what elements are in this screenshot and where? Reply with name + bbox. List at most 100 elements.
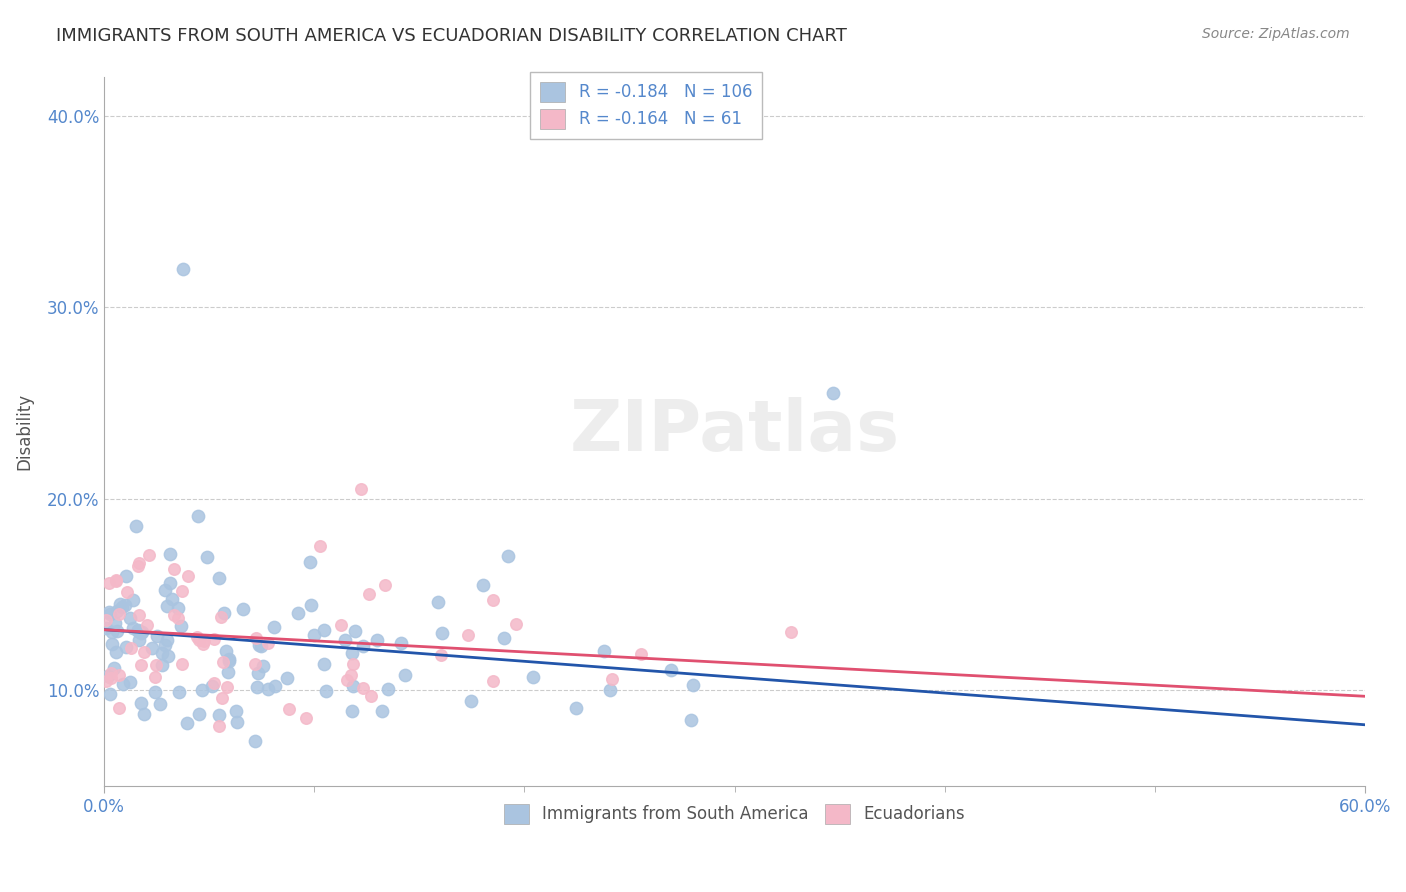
Point xyxy=(100,666,122,681)
Point xyxy=(482,673,505,688)
Point xyxy=(146,629,169,643)
Text: Source: ZipAtlas.com: Source: ZipAtlas.com xyxy=(1202,27,1350,41)
Point xyxy=(172,261,194,276)
Point xyxy=(432,626,454,640)
Point xyxy=(214,644,236,658)
Point xyxy=(250,640,273,654)
Point xyxy=(302,628,325,642)
Point xyxy=(352,681,374,696)
Point xyxy=(163,608,186,623)
Point xyxy=(246,680,269,694)
Point xyxy=(340,646,363,660)
Point xyxy=(593,643,616,657)
Y-axis label: Disability: Disability xyxy=(15,393,32,470)
Point xyxy=(344,624,367,638)
Point xyxy=(107,607,129,622)
Point xyxy=(330,618,353,632)
Point xyxy=(600,672,623,686)
Point xyxy=(156,599,179,613)
Point xyxy=(145,658,167,673)
Point xyxy=(110,599,132,614)
Point xyxy=(167,610,190,624)
Point xyxy=(108,597,131,611)
Point xyxy=(141,640,163,655)
Point xyxy=(131,624,153,639)
Point xyxy=(389,636,412,650)
Point xyxy=(599,683,621,698)
Point xyxy=(496,549,519,563)
Point xyxy=(212,607,235,621)
Point xyxy=(225,705,247,719)
Point xyxy=(118,611,141,625)
Point xyxy=(121,621,143,635)
Point xyxy=(299,555,322,569)
Point xyxy=(374,578,396,592)
Point xyxy=(202,675,225,690)
Point xyxy=(215,680,238,694)
Point xyxy=(243,657,266,671)
Point xyxy=(295,711,318,725)
Point xyxy=(522,670,544,684)
Point xyxy=(187,509,209,524)
Point xyxy=(108,701,131,715)
Point xyxy=(159,548,181,562)
Point xyxy=(247,638,270,652)
Point xyxy=(134,707,156,722)
Point xyxy=(287,606,309,620)
Point xyxy=(170,657,193,672)
Point xyxy=(243,734,266,748)
Point xyxy=(97,669,120,683)
Point xyxy=(108,668,131,682)
Point xyxy=(460,694,482,708)
Point xyxy=(118,674,141,689)
Point xyxy=(217,665,239,679)
Point xyxy=(156,648,179,663)
Point xyxy=(97,606,120,620)
Point xyxy=(143,685,166,699)
Point xyxy=(257,636,280,650)
Point xyxy=(129,696,152,710)
Point xyxy=(155,583,177,598)
Point xyxy=(340,704,363,718)
Point xyxy=(186,630,208,644)
Point xyxy=(195,549,218,564)
Text: IMMIGRANTS FROM SOUTH AMERICA VS ECUADORIAN DISABILITY CORRELATION CHART: IMMIGRANTS FROM SOUTH AMERICA VS ECUADOR… xyxy=(56,27,846,45)
Point xyxy=(188,707,211,722)
Point xyxy=(127,624,149,639)
Point xyxy=(167,601,190,615)
Point xyxy=(208,707,231,722)
Point xyxy=(682,678,704,692)
Point xyxy=(232,602,254,616)
Point xyxy=(167,685,190,699)
Point xyxy=(104,645,127,659)
Point xyxy=(128,608,150,623)
Point xyxy=(352,639,374,653)
Point xyxy=(131,625,153,640)
Point xyxy=(103,661,125,675)
Point xyxy=(128,633,150,648)
Point xyxy=(211,610,233,624)
Point xyxy=(150,646,173,660)
Point xyxy=(155,638,177,652)
Point xyxy=(278,702,301,716)
Point xyxy=(208,719,231,733)
Point xyxy=(780,625,803,640)
Point xyxy=(276,671,298,685)
Point xyxy=(371,704,394,718)
Point xyxy=(342,679,364,693)
Point xyxy=(143,670,166,684)
Point xyxy=(120,641,142,656)
Point xyxy=(366,633,388,648)
Point xyxy=(208,571,231,585)
Point xyxy=(121,592,143,607)
Point xyxy=(98,687,121,701)
Point xyxy=(138,548,160,562)
Point xyxy=(127,558,149,573)
Point xyxy=(246,666,269,681)
Point xyxy=(115,584,138,599)
Point xyxy=(299,599,322,613)
Point xyxy=(105,574,128,588)
Point xyxy=(263,620,285,634)
Point xyxy=(505,617,527,632)
Point xyxy=(659,663,682,677)
